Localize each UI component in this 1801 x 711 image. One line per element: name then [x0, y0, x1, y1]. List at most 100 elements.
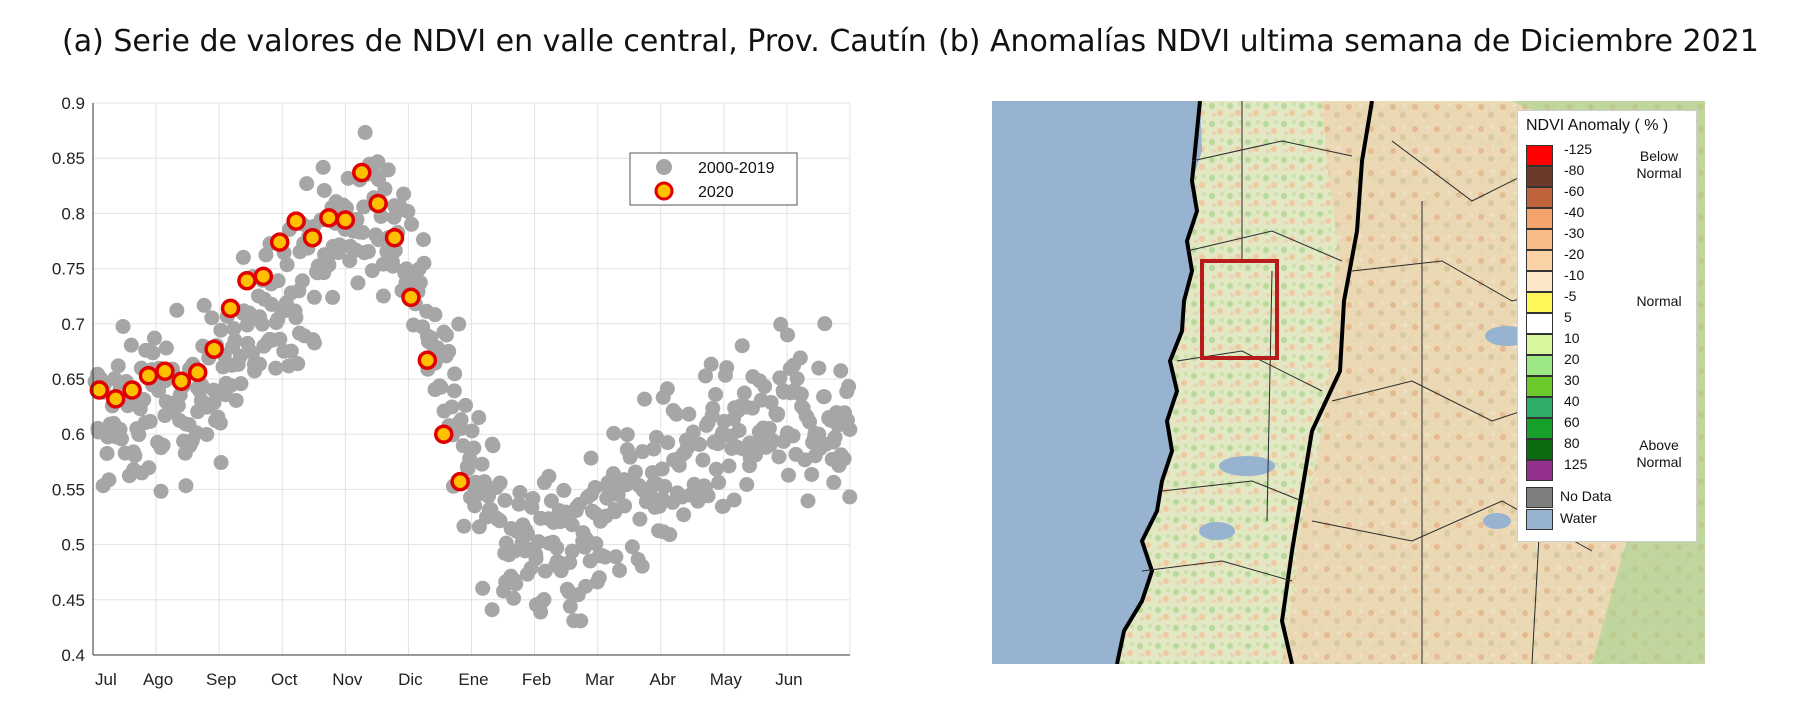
chart-title: (a) Serie de valores de NDVI en valle ce… — [62, 24, 927, 59]
point-2000-2019 — [235, 249, 251, 265]
y-tick-label: 0.5 — [61, 536, 85, 555]
point-2000-2019 — [676, 507, 692, 523]
point-2000-2019 — [764, 432, 780, 448]
point-2000-2019 — [692, 436, 708, 452]
point-2000-2019 — [525, 491, 541, 507]
map-coastline — [1115, 101, 1202, 664]
point-2000-2019 — [564, 543, 580, 559]
point-2000-2019 — [380, 162, 396, 178]
point-2000-2019 — [433, 379, 449, 395]
legend-value-label: 125 — [1564, 456, 1588, 472]
legend-swatch — [1526, 418, 1553, 439]
point-2000-2019 — [536, 592, 552, 608]
point-2000-2019 — [272, 331, 288, 347]
point-2000-2019 — [370, 154, 386, 170]
point-2000-2019 — [145, 345, 161, 361]
point-2000-2019 — [316, 182, 332, 198]
point-2000-2019 — [226, 321, 242, 337]
legend-label-2000-2019: 2000-2019 — [698, 160, 775, 177]
point-2000-2019 — [668, 406, 684, 422]
point-2000-2019 — [447, 366, 463, 382]
legend-value-label: 80 — [1564, 435, 1580, 451]
point-2000-2019 — [306, 335, 322, 351]
point-2000-2019 — [427, 307, 443, 323]
point-2000-2019 — [739, 476, 755, 492]
point-2000-2019 — [772, 370, 788, 386]
chart-legend: 2000-2019 2020 — [629, 152, 798, 206]
point-2000-2019 — [283, 343, 299, 359]
legend-swatch — [1526, 187, 1553, 208]
point-2000-2019 — [360, 244, 376, 260]
point-2000-2019 — [659, 381, 675, 397]
legend-swatch — [1526, 166, 1553, 187]
point-2000-2019 — [325, 289, 341, 305]
point-2000-2019 — [528, 546, 544, 562]
point-2000-2019 — [206, 395, 222, 411]
point-2020 — [89, 380, 110, 400]
point-2020 — [253, 266, 274, 287]
point-2020 — [269, 232, 290, 252]
point-2020 — [237, 270, 257, 291]
legend-swatch — [1526, 376, 1553, 397]
point-2000-2019 — [637, 391, 653, 407]
point-2000-2019 — [290, 356, 306, 372]
x-tick-label: Jun — [775, 670, 802, 689]
map-lake-4 — [1483, 513, 1511, 529]
point-2000-2019 — [451, 316, 467, 332]
legend-swatch — [1526, 397, 1553, 418]
point-2000-2019 — [622, 449, 638, 465]
legend-swatch — [1526, 355, 1553, 376]
y-tick-label: 0.8 — [61, 204, 85, 223]
point-2000-2019 — [508, 576, 524, 592]
point-2000-2019 — [757, 378, 773, 394]
point-2000-2019 — [817, 316, 833, 332]
y-tick-label: 0.9 — [61, 94, 85, 113]
point-2000-2019 — [564, 517, 580, 533]
point-2000-2019 — [101, 472, 117, 488]
point-2000-2019 — [471, 410, 487, 426]
point-2000-2019 — [127, 448, 143, 464]
point-2000-2019 — [506, 590, 522, 606]
x-tick-label: Oct — [271, 670, 298, 689]
point-2000-2019 — [206, 382, 222, 398]
point-2000-2019 — [632, 511, 648, 527]
legend-swatch — [1526, 145, 1553, 166]
legend-value-label: 20 — [1564, 351, 1580, 367]
point-2000-2019 — [113, 431, 129, 447]
point-2000-2019 — [562, 598, 578, 614]
legend-value-label: 40 — [1564, 393, 1580, 409]
point-2000-2019 — [213, 455, 229, 471]
point-2000-2019 — [705, 400, 721, 416]
point-2000-2019 — [648, 429, 664, 445]
map-legend: NDVI Anomaly ( % ) -125 -80 -60 -40 -30 -20 -1… — [1517, 110, 1697, 542]
point-2020 — [122, 380, 142, 400]
point-2000-2019 — [711, 475, 727, 490]
series-2020-points — [89, 162, 470, 492]
point-2000-2019 — [660, 435, 676, 451]
point-2000-2019 — [227, 332, 243, 348]
point-2000-2019 — [232, 348, 248, 364]
point-2000-2019 — [484, 602, 500, 618]
legend-value-label: -30 — [1564, 225, 1585, 241]
point-2000-2019 — [441, 343, 457, 359]
point-2020 — [450, 471, 470, 492]
y-tick-label: 0.6 — [61, 425, 85, 444]
point-2000-2019 — [258, 247, 274, 263]
point-2000-2019 — [681, 406, 697, 422]
point-2000-2019 — [591, 570, 607, 586]
point-2000-2019 — [761, 420, 777, 436]
point-2000-2019 — [826, 474, 842, 490]
point-2000-2019 — [245, 345, 261, 361]
point-2000-2019 — [833, 363, 849, 379]
point-2000-2019 — [385, 258, 401, 274]
point-2000-2019 — [228, 392, 244, 408]
point-2000-2019 — [703, 356, 719, 372]
point-2000-2019 — [780, 467, 796, 483]
point-2000-2019 — [695, 452, 711, 468]
legend-label-no-data: No Data — [1560, 488, 1612, 504]
legend-swatch-no-data — [1526, 487, 1553, 508]
point-2000-2019 — [212, 415, 228, 431]
point-2000-2019 — [827, 429, 843, 445]
point-2000-2019 — [321, 257, 337, 273]
point-2000-2019 — [131, 427, 147, 443]
